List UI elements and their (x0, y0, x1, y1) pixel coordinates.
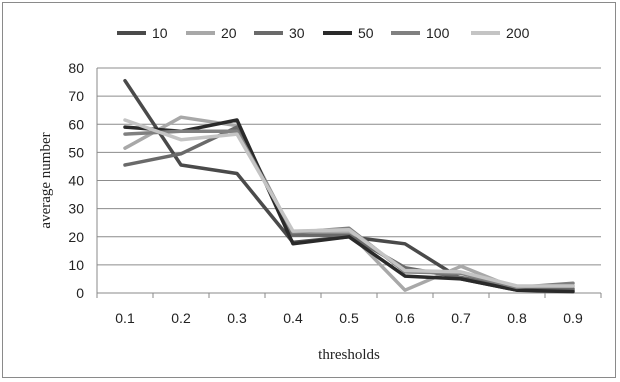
y-tick-label-70: 70 (68, 88, 84, 104)
series-line-20 (123, 115, 575, 292)
y-tick-label-30: 30 (68, 201, 84, 217)
chart-frame (2, 2, 616, 378)
legend-label-10: 10 (152, 25, 168, 41)
x-tick-label-0.7: 0.7 (451, 310, 471, 326)
x-tick-label-0.1: 0.1 (115, 310, 135, 326)
x-axis-title: thresholds (318, 347, 380, 363)
y-tick-label-10: 10 (68, 257, 84, 273)
axes (96, 68, 601, 294)
y-tick-label-60: 60 (68, 116, 84, 132)
series-line-50 (123, 118, 575, 294)
legend: 10 20 30 50 100 200 (117, 25, 530, 41)
y-tick-label-80: 80 (68, 60, 84, 76)
series-line-100 (123, 129, 575, 290)
y-tick-label-20: 20 (68, 229, 84, 245)
x-tick-label-0.8: 0.8 (507, 310, 527, 326)
series-lines (123, 78, 575, 294)
x-tick-label-0.4: 0.4 (283, 310, 303, 326)
legend-label-30: 30 (289, 25, 305, 41)
y-tick-label-0: 0 (76, 285, 84, 301)
y-tick-label-40: 40 (68, 173, 84, 189)
x-tick-labels: 0.1 0.2 0.3 0.4 0.5 0.6 0.7 0.8 0.9 (96, 293, 602, 326)
legend-label-20: 20 (221, 25, 237, 41)
series-line-10 (123, 78, 575, 292)
x-tick-label-0.3: 0.3 (227, 310, 247, 326)
legend-label-100: 100 (426, 25, 450, 41)
x-tick-label-0.5: 0.5 (339, 310, 359, 326)
series-line-200 (123, 118, 575, 288)
y-tick-label-50: 50 (68, 144, 84, 160)
x-tick-label-0.2: 0.2 (171, 310, 191, 326)
y-axis-title: average number (38, 132, 54, 228)
legend-label-50: 50 (358, 25, 374, 41)
x-tick-label-0.6: 0.6 (395, 310, 415, 326)
legend-label-200: 200 (506, 25, 530, 41)
y-tick-labels: 0 10 20 30 40 50 60 70 80 (68, 60, 84, 301)
x-tick-label-0.9: 0.9 (563, 310, 583, 326)
